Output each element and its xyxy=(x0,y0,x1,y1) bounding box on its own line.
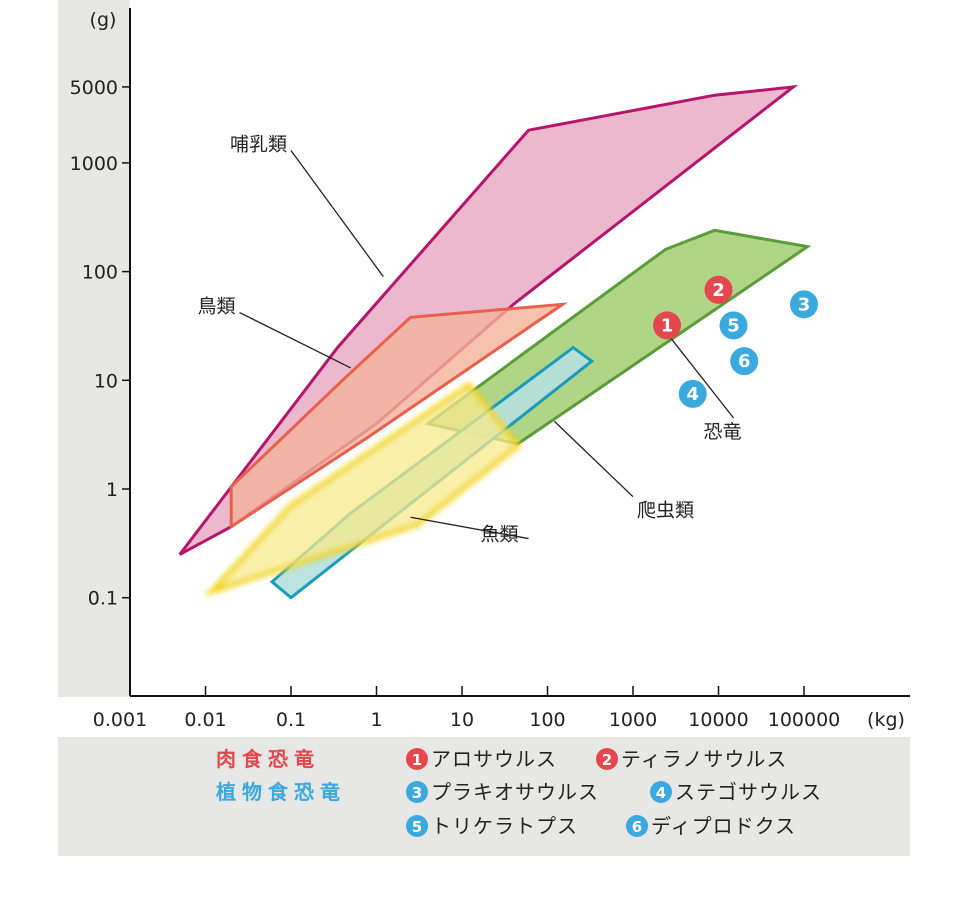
legend-badge xyxy=(626,815,648,837)
legend-entry: 5 トリケラトプス xyxy=(406,814,578,838)
region-label: 恐竜 xyxy=(704,421,742,443)
legend-badge xyxy=(406,815,428,837)
dino-point-number: 4 xyxy=(686,384,699,405)
y-tick-label: 100 xyxy=(82,262,118,284)
y-tick-label: 1000 xyxy=(70,153,118,175)
dino-point-marker xyxy=(678,379,707,408)
dino-point-marker xyxy=(790,290,818,319)
dino-point-number: 5 xyxy=(727,315,740,336)
legend-badge-number: 4 xyxy=(656,784,666,802)
x-tick-label: 100 xyxy=(529,709,565,731)
leader-line xyxy=(553,420,634,498)
dino-point-number: 2 xyxy=(712,280,725,301)
legend-entry: 4 ステゴサウルス xyxy=(650,780,822,804)
region-label: 爬虫類 xyxy=(637,500,694,522)
y-tick-label: 0.1 xyxy=(88,588,118,610)
region-label: 魚類 xyxy=(481,524,519,546)
y-unit-label: (g) xyxy=(90,9,117,31)
y-tick-label: 1 xyxy=(106,479,118,501)
y-tick-label: 5000 xyxy=(70,77,118,99)
legend-badge-number: 1 xyxy=(412,751,422,769)
legend-badge xyxy=(596,748,618,770)
dino-point-4: 4 xyxy=(678,379,707,408)
leader-line xyxy=(239,311,352,369)
region-birds xyxy=(229,302,569,530)
x-unit-label: (kg) xyxy=(867,709,905,731)
legend-category: 肉食恐竜 xyxy=(216,747,320,771)
legend-box xyxy=(58,737,910,856)
legend-entry-name: トリケラトプス xyxy=(431,814,578,838)
dino-point-number: 3 xyxy=(798,294,811,315)
legend-entry-name: プラキオサウルス xyxy=(431,780,599,804)
legend-badge xyxy=(406,748,428,770)
x-tick-label: 0.001 xyxy=(93,709,147,731)
x-tick-label: 100000 xyxy=(768,709,841,731)
dino-point-6: 6 xyxy=(730,347,759,376)
dino-point-1: 1 xyxy=(653,311,682,340)
legend-entry-name: ディプロドクス xyxy=(651,814,796,838)
legend-badge-number: 3 xyxy=(412,784,422,802)
axes-layer: 0.1 1 10 100 1000 5000 (g) 0.001 0.01 0.1 1 10 100 10… xyxy=(70,8,910,731)
dino-point-number: 1 xyxy=(661,315,674,336)
dino-point-5: 5 xyxy=(719,311,748,340)
legend-badge xyxy=(406,781,428,803)
leader-line xyxy=(410,516,529,540)
dino-point-marker xyxy=(730,347,759,376)
regions-layer xyxy=(178,84,812,600)
legend-entry: 1 アロサウルス xyxy=(406,747,557,771)
dino-point-marker xyxy=(704,275,733,304)
x-tick-label: 1 xyxy=(370,709,382,731)
legend-entry: 2 ティラノサウルス xyxy=(596,747,787,771)
region-label: 哺乳類 xyxy=(230,134,287,156)
legend-badge xyxy=(650,781,672,803)
dino-point-3: 3 xyxy=(790,290,818,319)
x-tick-label: 1000 xyxy=(609,709,657,731)
dino-point-2: 2 xyxy=(704,275,733,304)
y-tick-label: 10 xyxy=(94,370,118,392)
points-layer: 1 2 3 4 5 6 xyxy=(653,275,818,408)
legend-badge-number: 5 xyxy=(412,818,422,836)
legend-entry-name: アロサウルス xyxy=(431,747,557,771)
leader-line xyxy=(667,334,735,419)
legend-entry-name: ティラノサウルス xyxy=(621,747,787,771)
x-tick-label: 0.01 xyxy=(184,709,226,731)
dino-point-marker xyxy=(653,311,682,340)
dino-point-number: 6 xyxy=(738,351,751,372)
y-axis-band xyxy=(58,0,130,697)
region-label: 鳥類 xyxy=(198,296,236,318)
x-tick-label: 10000 xyxy=(688,709,748,731)
legend-entry: 3 プラキオサウルス xyxy=(406,780,599,804)
legend-badge-number: 2 xyxy=(602,751,612,769)
legend-entry-name: ステゴサウルス xyxy=(675,780,822,804)
x-tick-label: 10 xyxy=(450,709,474,731)
leader-line xyxy=(290,150,384,277)
dino-point-marker xyxy=(719,311,748,340)
legend-entry: 6 ディプロドクス xyxy=(626,814,796,838)
region-fish xyxy=(203,381,522,597)
legend-badge-number: 6 xyxy=(632,818,642,836)
x-tick-label: 0.1 xyxy=(276,709,306,731)
legend-category: 植物食恐竜 xyxy=(216,780,346,804)
